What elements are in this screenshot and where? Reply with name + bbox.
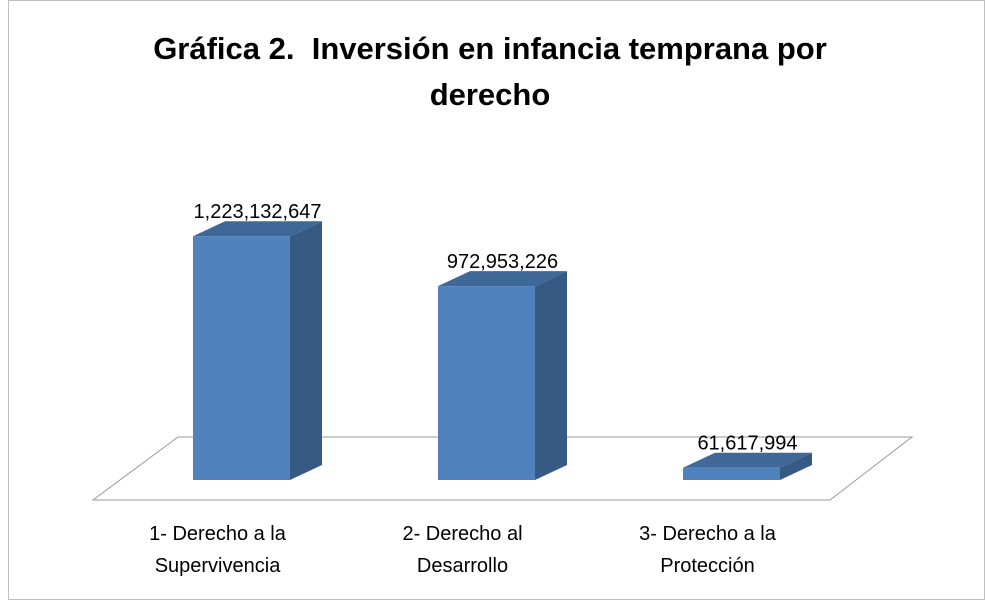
bar-side [290, 221, 322, 480]
x-tick-label: 2- Derecho al Desarrollo [402, 523, 523, 577]
x-tick-label: 1- Derecho a la Supervivencia [149, 523, 286, 577]
bar [683, 467, 780, 480]
x-tick-label: 3- Derecho a la Protección [639, 523, 776, 577]
chart-border [8, 0, 985, 600]
bar-top [683, 452, 812, 468]
value-label: 61,617,994 [697, 433, 797, 455]
chart-title: Gráfica 2. Inversión en infancia tempran… [153, 31, 836, 112]
bar-top [193, 221, 322, 237]
bar [438, 286, 535, 480]
bar [193, 236, 290, 480]
bar-top [438, 271, 567, 287]
floor [91, 436, 914, 501]
bar-side [780, 452, 812, 480]
value-label: 972,953,226 [447, 251, 558, 273]
bar-side [535, 271, 567, 480]
value-label: 1,223,132,647 [194, 201, 322, 223]
